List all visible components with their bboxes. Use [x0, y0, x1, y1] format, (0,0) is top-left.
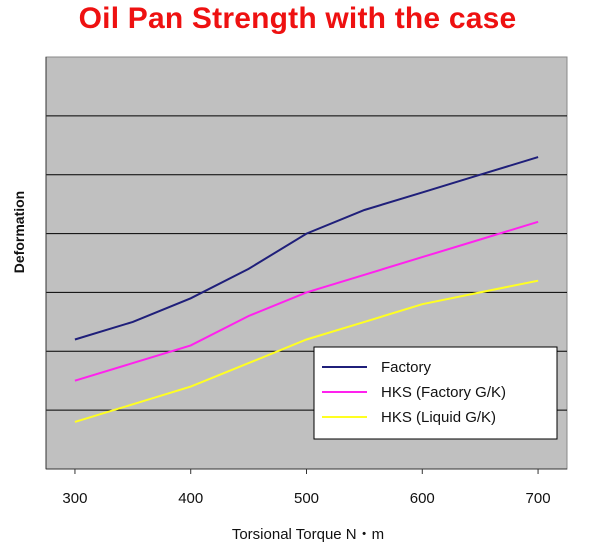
series-line	[74, 156, 539, 341]
series-line	[74, 220, 539, 382]
legend-label: HKS (Factory G/K)	[381, 384, 506, 401]
legend: Factory HKS (Factory G/K) HKS (Liquid G/K)	[313, 346, 558, 440]
x-tick-label: 600	[410, 490, 435, 507]
series-line	[74, 279, 539, 423]
legend-label: Factory	[381, 359, 432, 376]
x-tick-labels: 300 400 500 600 700	[62, 469, 551, 507]
x-tick-label: 400	[178, 490, 203, 507]
y-axis-label: Deformation	[11, 191, 27, 273]
x-tick-label: 700	[526, 490, 551, 507]
series-lines	[74, 156, 539, 423]
x-tick-label: 500	[294, 490, 319, 507]
x-axis-label: Torsional Torque N・m	[232, 526, 384, 543]
chart-title: Oil Pan Strength with the case	[78, 2, 517, 35]
legend-label: HKS (Liquid G/K)	[381, 409, 496, 426]
x-tick-label: 300	[62, 490, 87, 507]
